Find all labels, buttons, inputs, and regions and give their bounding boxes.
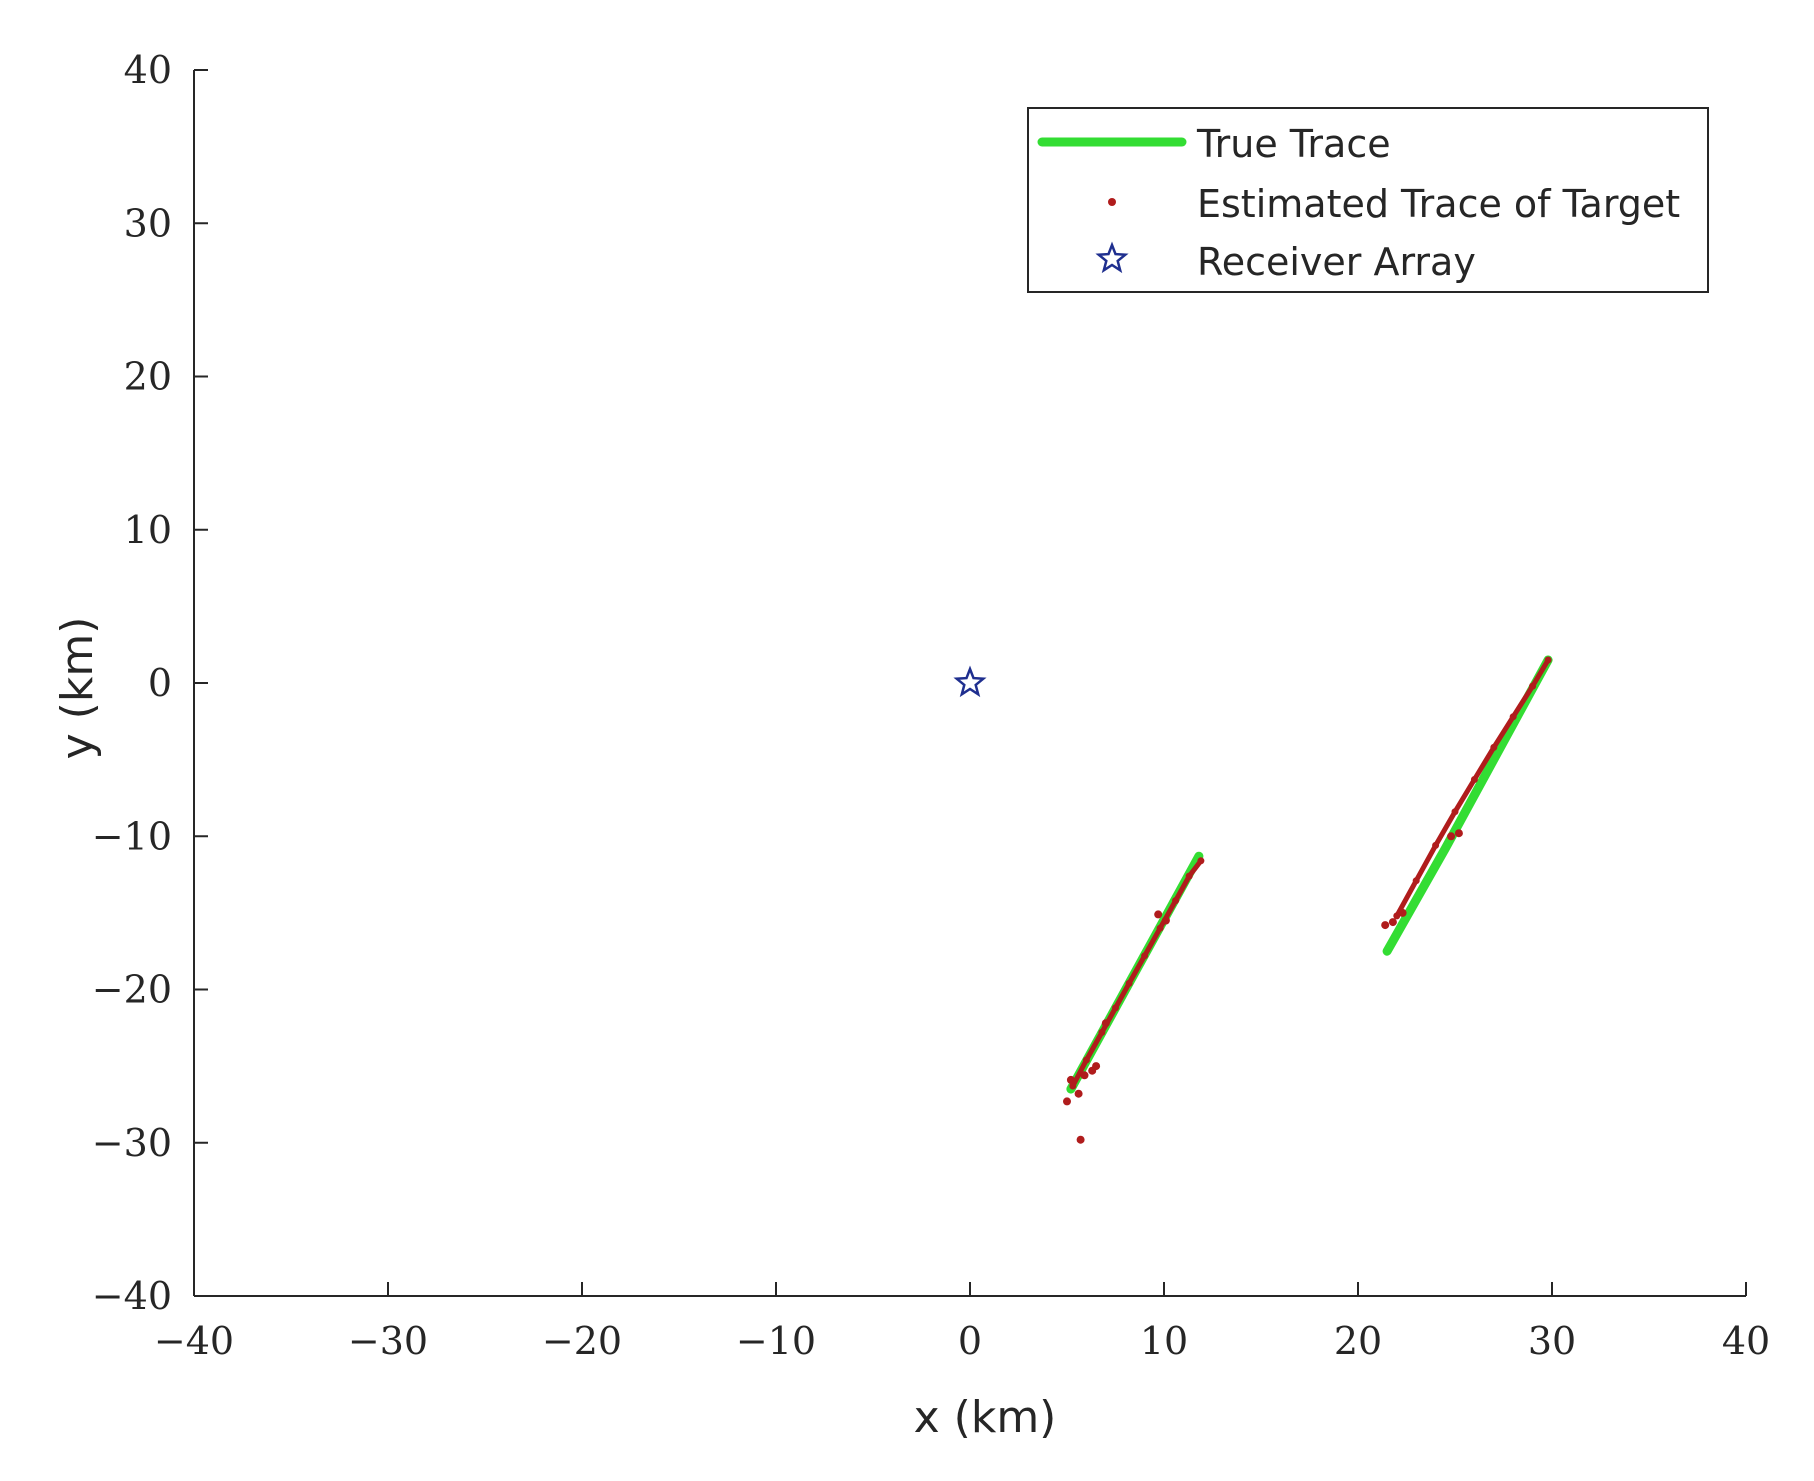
y-tick-label: −30 [92,1121,172,1165]
estimated-point [1125,979,1133,987]
estimated-point [1076,1135,1085,1144]
estimated-point [1529,682,1537,690]
y-tick-label: −20 [92,968,172,1012]
estimated-point [1398,908,1407,917]
estimated-point [1080,1071,1089,1080]
x-tick-label: 0 [958,1319,982,1363]
estimated-point [1074,1089,1083,1098]
x-tick-label: −30 [348,1319,428,1363]
estimated-point [1381,921,1390,930]
estimated-point [1082,1056,1090,1064]
estimated-point [1172,897,1180,905]
estimated-point [1112,1004,1119,1012]
y-tick-label: 30 [124,201,172,245]
estimated-point [1393,912,1401,920]
estimated-point [1154,910,1163,919]
legend: True Trace Estimated Trace of Target Rec… [1027,107,1709,293]
y-tick-label: 0 [148,661,172,705]
estimated-point [1069,1082,1077,1090]
estimated-point [1454,829,1463,838]
series-layer [953,655,1553,1144]
estimated-point [1447,832,1456,841]
receiver-star-icon [1095,241,1129,274]
estimated-point [1432,841,1440,849]
x-axis-label: x (km) [914,1392,1057,1443]
x-tick-label: 10 [1140,1319,1188,1363]
estimated-point [1470,776,1478,783]
estimated-point [1063,1097,1071,1106]
estimated-point [1156,924,1164,932]
estimated-point [1388,918,1397,927]
legend-swatch-estimated-trace [1108,198,1116,206]
x-tick-label: 30 [1528,1319,1576,1363]
y-tick-label: 10 [124,508,172,552]
x-tick-label: 40 [1722,1319,1770,1363]
estimated-point [1098,1028,1106,1036]
receiver-array-marker [953,665,987,698]
estimated-point [1101,1019,1110,1028]
x-tick-label: 20 [1334,1319,1382,1363]
y-tick-label: 40 [124,48,172,92]
x-tick-label: −20 [542,1319,622,1363]
estimated-trace-segment-0 [1070,858,1204,1089]
legend-label-true-trace: True Trace [1196,122,1391,166]
estimated-point [1066,1075,1075,1084]
estimated-point [1141,952,1149,960]
estimated-point [1509,713,1517,721]
legend-label-receiver-array: Receiver Array [1197,240,1476,284]
y-axis-label: y (km) [52,617,103,760]
y-tick-label: −10 [92,814,172,858]
legend-label-estimated-trace: Estimated Trace of Target [1197,182,1680,226]
x-tick-label: −40 [154,1319,234,1363]
y-tick-label: −40 [92,1274,172,1318]
x-tick-label: −10 [736,1319,816,1363]
axes: −40 −30 −20 −10 0 10 20 30 40 −40 −30 −20 −10 0 10 20 30… [92,48,1770,1363]
y-tick-label: 20 [124,355,172,399]
true-trace-segment-1 [1382,655,1553,956]
estimated-trace-segment-1 [1394,657,1551,919]
estimated-point [1197,857,1205,865]
estimated-point [1161,916,1170,925]
estimated-point [1092,1062,1101,1071]
estimated-point [1412,877,1420,885]
estimated-point [1451,808,1459,816]
estimated-point [1185,872,1193,880]
estimated-point [1544,656,1552,664]
estimated-point [1490,743,1498,751]
